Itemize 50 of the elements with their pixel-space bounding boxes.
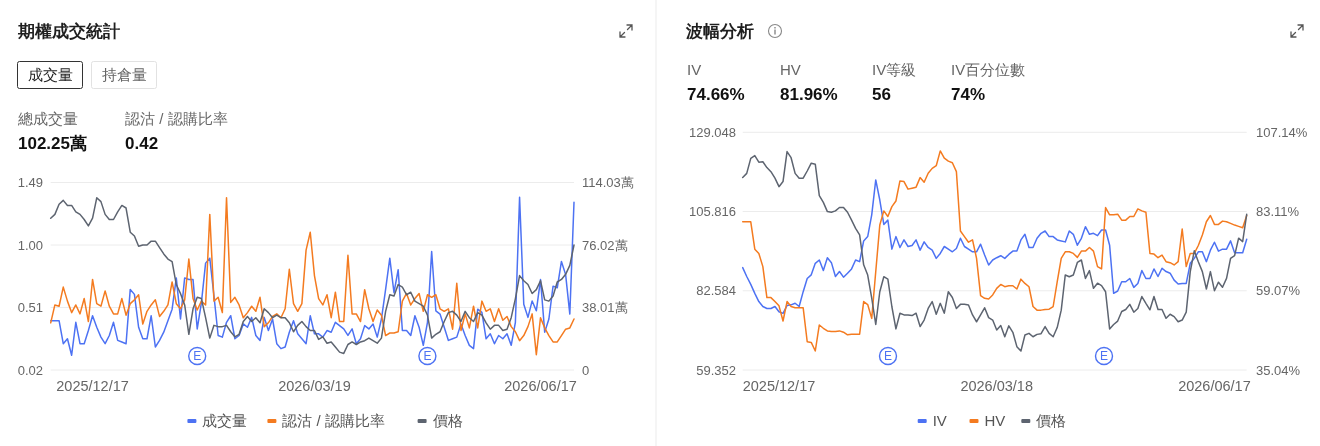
text: 81.96% xyxy=(780,85,838,104)
legend-label: 認沽 / 認購比率 xyxy=(282,412,385,430)
x-tick-label: 2026/06/17 xyxy=(1178,378,1251,394)
y-tick-label: 0.02 xyxy=(17,362,43,378)
text: IV百分位數 xyxy=(951,61,1026,78)
text: 74.66% xyxy=(687,85,745,104)
legend-label: 價格 xyxy=(432,412,463,430)
text: 56 xyxy=(872,85,891,104)
x-tick-label: 2026/03/19 xyxy=(278,378,351,394)
legend-label: 價格 xyxy=(1036,412,1067,430)
y-tick-label: 0.51 xyxy=(17,300,43,316)
text: IV等級 xyxy=(872,61,917,78)
text: 0.42 xyxy=(125,134,159,153)
text: 74% xyxy=(951,85,986,104)
line-series xyxy=(741,179,1248,315)
legend-label: HV xyxy=(984,412,1006,430)
text: 持倉量 xyxy=(101,66,147,84)
chart-title: 期權成交統計 xyxy=(17,22,120,41)
text: 認沽 / 認購比率 xyxy=(125,110,228,127)
text: IV xyxy=(687,61,702,78)
annotation: E xyxy=(883,349,893,364)
y-tick-label: 1.00 xyxy=(17,237,43,253)
line-series xyxy=(741,150,1248,352)
y-tick-label: 82.584 xyxy=(696,283,736,299)
x-tick-label: 2026/03/18 xyxy=(960,378,1034,394)
y2-tick-label: 0 xyxy=(582,362,590,378)
x-tick-label: 2025/12/17 xyxy=(56,378,129,394)
annotation: E xyxy=(193,349,202,364)
text: 102.25萬 xyxy=(18,134,87,153)
y2-tick-label: 59.07% xyxy=(1256,283,1301,299)
y-tick-label: 105.816 xyxy=(689,204,736,220)
x-tick-label: 2025/12/17 xyxy=(742,378,816,394)
chart-title: 波幅分析 xyxy=(685,22,754,41)
text: 成交量 xyxy=(27,66,73,84)
y2-tick-label: 38.01萬 xyxy=(582,300,628,316)
y-tick-label: 59.352 xyxy=(696,362,736,378)
y2-tick-label: 83.11% xyxy=(1256,204,1300,220)
y2-tick-label: 35.04% xyxy=(1256,362,1301,378)
text: 總成交量 xyxy=(17,110,78,127)
y-tick-label: 129.048 xyxy=(689,124,736,140)
text: HV xyxy=(780,61,801,78)
annotation: E xyxy=(423,349,432,364)
y-tick-label: 1.49 xyxy=(17,175,43,191)
x-tick-label: 2026/06/17 xyxy=(504,378,577,394)
legend-label: IV xyxy=(932,412,947,430)
annotation: E xyxy=(1099,349,1109,364)
legend-label: 成交量 xyxy=(202,412,248,430)
y2-tick-label: 114.03萬 xyxy=(582,175,634,191)
y2-tick-label: 107.14% xyxy=(1256,124,1308,140)
y2-tick-label: 76.02萬 xyxy=(582,237,628,253)
